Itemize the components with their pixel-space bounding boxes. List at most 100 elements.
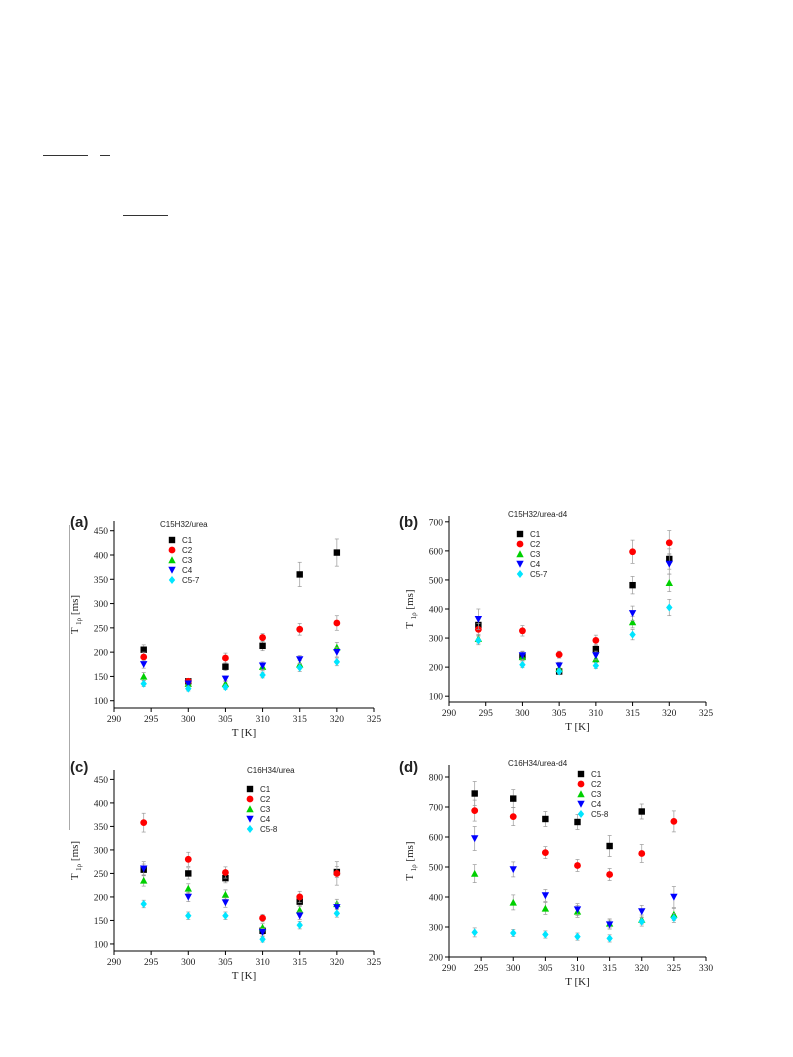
data-point [628, 618, 637, 626]
data-point [184, 893, 192, 901]
chart-panel-c: (c) C16H34/urea 290 295 300 305 310 315 320 325… [69, 759, 381, 982]
series-c1 [475, 548, 673, 675]
y-tick-label: 500 [429, 864, 444, 874]
x-tick-label: 325 [367, 715, 382, 725]
legend-label: C2 [260, 795, 271, 804]
legend-marker [577, 780, 585, 788]
y-tick-label: 350 [94, 576, 109, 586]
data-point [471, 928, 478, 937]
y-tick-label: 600 [429, 834, 444, 844]
data-point [471, 790, 478, 797]
series-c5-8 [471, 913, 678, 943]
series-c2 [140, 812, 341, 923]
legend-label: C3 [591, 790, 602, 799]
data-point [185, 684, 192, 693]
x-tick-label: 300 [181, 715, 196, 725]
data-point [541, 904, 550, 912]
y-tick-label: 450 [94, 527, 109, 537]
legend-label: C3 [530, 550, 541, 559]
data-point [509, 866, 517, 874]
legend-label: C2 [182, 546, 193, 555]
plot-area: 290 295 300 305 310 315 320 325 100 150 200 250 300 3… [69, 770, 381, 982]
data-point [259, 935, 266, 944]
chart-panel-d: (d) C16H34/urea-d4 290 295 300 305 310 315 320… [399, 759, 713, 988]
chart-panel-b: (b) C15H32/urea-d4 290 295 300 305 310 315 320… [399, 510, 714, 733]
data-point [574, 932, 581, 941]
series-c3 [140, 642, 341, 687]
y-tick-label: 300 [94, 846, 109, 856]
data-point [628, 610, 637, 618]
data-point [184, 855, 192, 863]
data-point [221, 890, 230, 898]
legend-label: C1 [182, 536, 193, 545]
series-c5-8 [140, 899, 341, 944]
data-point [518, 652, 527, 660]
legend-marker [246, 785, 254, 793]
y-tick-label: 300 [429, 635, 444, 645]
legend-label: C2 [591, 780, 602, 789]
chart-title: C15H32/urea [160, 520, 208, 529]
y-tick-label: 250 [94, 624, 109, 634]
legend-label: C4 [260, 815, 271, 824]
x-tick-label: 315 [625, 709, 640, 719]
data-point [509, 813, 517, 820]
data-point [475, 636, 482, 645]
data-point [296, 571, 303, 578]
y-tick-label: 400 [94, 799, 109, 809]
series-c4 [474, 553, 673, 670]
x-axis-label: T [K] [565, 976, 590, 988]
data-point [222, 869, 229, 876]
panel-label: (d) [399, 759, 418, 776]
x-tick-label: 310 [255, 958, 269, 968]
data-point [333, 657, 341, 666]
data-point [296, 921, 303, 930]
data-point [140, 646, 147, 653]
legend-marker [516, 530, 524, 538]
x-tick-label: 295 [474, 964, 489, 974]
y-tick-label: 150 [94, 673, 109, 683]
plot-area: 290 295 300 305 310 315 320 325 100 150 200 250 300 3… [69, 521, 381, 739]
x-tick-label: 295 [144, 715, 159, 725]
data-point [638, 808, 645, 815]
x-tick-label: 325 [699, 709, 714, 719]
data-point [140, 672, 148, 680]
panel-label: (b) [399, 514, 418, 531]
data-point [606, 934, 613, 943]
x-tick-label: 320 [635, 964, 650, 974]
x-tick-label: 325 [367, 958, 382, 968]
legend-label: C1 [530, 530, 541, 539]
data-point [592, 636, 600, 644]
legend-marker [168, 556, 176, 564]
x-tick-label: 310 [570, 964, 585, 974]
legend-marker [246, 815, 254, 823]
series-c3 [471, 864, 678, 929]
data-point [140, 876, 148, 884]
series-c4 [140, 646, 341, 688]
data-point [296, 906, 304, 914]
data-point [665, 560, 673, 568]
x-tick-label: 305 [538, 964, 553, 974]
data-point [333, 619, 341, 627]
series-c4 [140, 861, 341, 937]
legend-marker [516, 540, 524, 548]
data-point [670, 893, 678, 901]
data-point [222, 911, 229, 920]
legend-label: C5-8 [591, 810, 609, 819]
data-point [638, 850, 646, 857]
data-point [629, 581, 636, 589]
legend-marker [516, 550, 524, 558]
y-tick-label: 300 [429, 924, 444, 934]
data-point [605, 921, 614, 929]
data-point [140, 899, 147, 908]
data-point [258, 928, 267, 936]
x-tick-label: 300 [181, 958, 196, 968]
data-point [592, 661, 600, 670]
data-point [333, 648, 341, 656]
legend-marker [168, 566, 176, 574]
legend-label: C5-8 [260, 825, 278, 834]
legend-label: C1 [260, 785, 271, 794]
x-tick-label: 305 [218, 958, 233, 968]
data-point [606, 871, 614, 878]
y-tick-label: 200 [429, 664, 444, 674]
